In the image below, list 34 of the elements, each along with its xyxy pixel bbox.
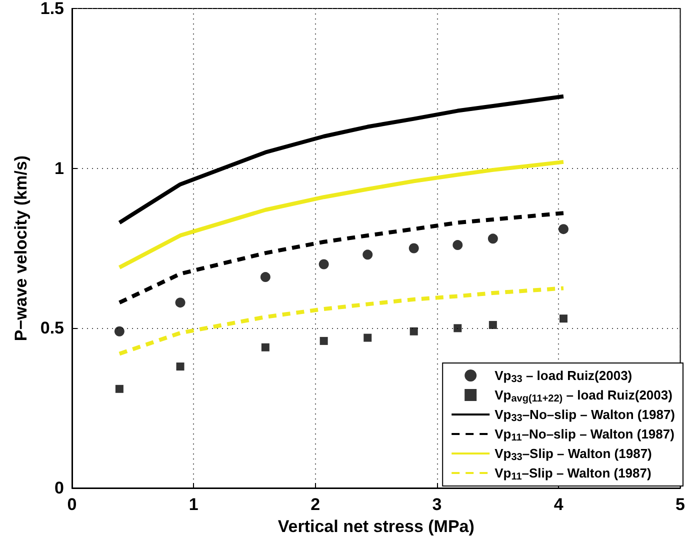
x-tick-label: 3 — [432, 495, 442, 514]
y-axis-title: P−wave velocity (km/s) — [11, 155, 30, 342]
point — [114, 326, 124, 336]
line-series — [117, 160, 566, 270]
point — [115, 384, 124, 393]
point — [320, 336, 328, 345]
point — [488, 320, 497, 329]
point — [558, 224, 568, 234]
line-series — [117, 286, 566, 356]
x-tick-label: 5 — [676, 495, 686, 514]
point — [559, 314, 568, 323]
line-series — [117, 211, 566, 305]
y-tick-label: 1 — [54, 158, 64, 178]
point — [176, 362, 184, 371]
point — [260, 272, 270, 282]
y-tick-label: 1.5 — [40, 0, 64, 18]
point — [408, 243, 419, 254]
x-tick-label: 4 — [554, 495, 564, 514]
point — [410, 327, 418, 336]
x-tick-label: 2 — [310, 495, 320, 514]
point — [488, 234, 498, 244]
point — [454, 324, 462, 332]
y-tick-label: 0 — [54, 478, 64, 498]
point — [261, 343, 270, 352]
point — [364, 334, 372, 342]
point — [318, 259, 329, 270]
point — [362, 250, 373, 260]
point — [175, 298, 186, 308]
x-tick-label: 1 — [188, 495, 198, 514]
point — [452, 240, 463, 250]
y-tick-label: 0.5 — [40, 318, 64, 338]
line-series — [117, 94, 566, 225]
x-tick-label: 0 — [67, 495, 77, 514]
x-axis-title: Vertical net stress (MPa) — [278, 516, 474, 536]
